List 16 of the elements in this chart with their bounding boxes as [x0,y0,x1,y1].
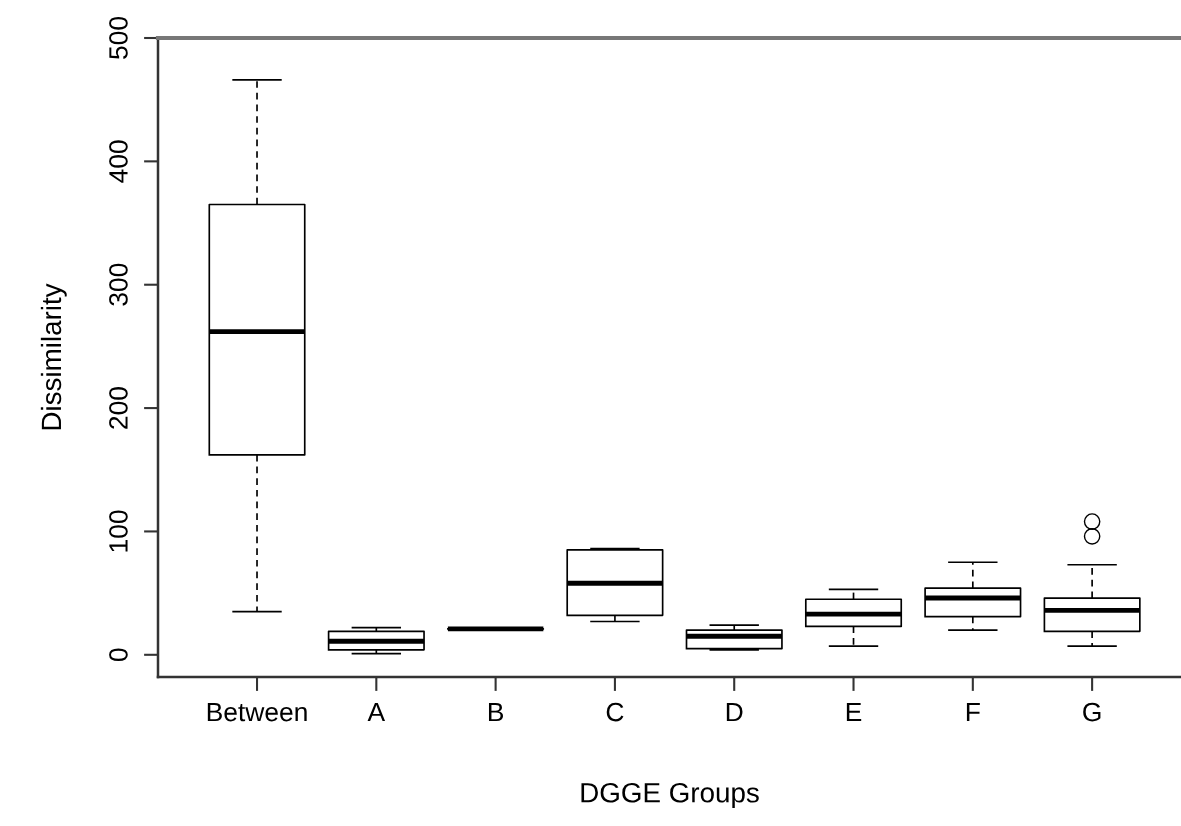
x-tick-label: F [966,702,980,722]
y-tick-label: 0 [109,648,128,662]
x-tick-label: A [367,702,386,722]
y-tick-label: 200 [109,387,128,429]
x-tick-label: C [606,702,624,722]
x-axis-title: DGGE Groups [581,782,759,809]
y-tick-label: 300 [109,263,128,306]
x-tick-label: G [1083,702,1101,722]
x-tick-label: Between [207,702,307,722]
y-axis-title: Dissimilarity [40,283,67,430]
y-tick-label: 400 [109,140,128,183]
y-tick-label: 500 [109,17,128,59]
x-tick-label: E [846,702,862,722]
y-tick-label: 100 [109,510,128,552]
x-tick-label: B [488,702,504,722]
x-tick-label: D [726,702,743,722]
